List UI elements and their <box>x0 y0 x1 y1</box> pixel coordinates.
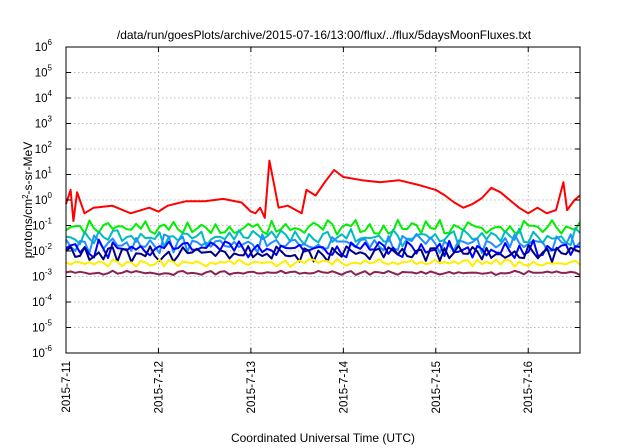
y-tick-label: 104 <box>35 89 53 105</box>
series-line <box>65 244 581 264</box>
x-tick-label: 2015-7-11 <box>61 361 73 413</box>
y-tick-label: 10-4 <box>32 293 52 309</box>
series-line <box>65 218 581 236</box>
series-line <box>65 269 581 276</box>
y-tick-label: 100 <box>35 191 53 207</box>
y-tick-label: 10-1 <box>32 217 52 233</box>
x-tick-label: 2015-7-14 <box>338 360 350 413</box>
y-axis: 10-6 10-5 10-4 10-3 10-2 10-1 100 101 102 103 104 1… <box>32 38 580 360</box>
series-line <box>65 258 581 268</box>
series-line <box>65 238 581 259</box>
x-tick-label: 2015-7-12 <box>153 361 165 413</box>
y-tick-label: 106 <box>35 38 53 54</box>
series-line <box>65 227 581 248</box>
y-tick-label: 10-2 <box>32 242 52 258</box>
chart-title: /data/run/goesPlots/archive/2015-07-16/1… <box>117 28 532 42</box>
y-tick-label: 105 <box>35 64 53 80</box>
y-tick-label: 10-5 <box>32 319 52 335</box>
y-axis-label: protons/cm2-s-sr-MeV <box>21 142 36 258</box>
series-group <box>65 159 581 276</box>
y-tick-label: 102 <box>35 140 53 156</box>
y-tick-label: 103 <box>35 115 53 131</box>
y-tick-label: 10-3 <box>32 268 52 284</box>
grid <box>66 47 580 353</box>
series-line <box>65 232 581 255</box>
x-tick-label: 2015-7-15 <box>431 361 443 413</box>
x-tick-label: 2015-7-13 <box>246 361 258 413</box>
series-line <box>65 159 581 222</box>
x-axis: 2015-7-11 2015-7-12 2015-7-13 2015-7-14 2015… <box>61 47 535 413</box>
y-tick-label: 10-6 <box>32 344 52 360</box>
x-axis-label: Coordinated Universal Time (UTC) <box>231 431 415 445</box>
x-tick-label: 2015-7-16 <box>523 361 535 413</box>
y-tick-label: 101 <box>35 166 53 182</box>
